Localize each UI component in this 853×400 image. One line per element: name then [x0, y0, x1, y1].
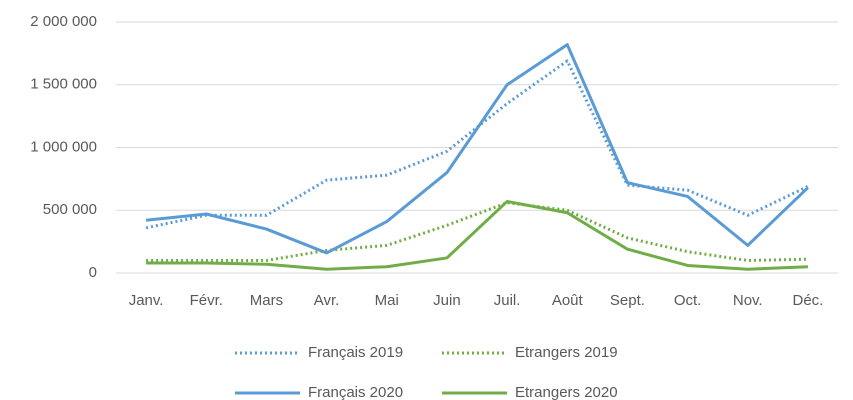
x-tick-label: Oct.: [674, 292, 702, 309]
x-tick-label: Juil.: [494, 292, 521, 309]
y-tick-label: 1 500 000: [30, 76, 97, 93]
x-tick-label: Déc.: [792, 292, 823, 309]
x-tick-label: Avr.: [314, 292, 340, 309]
series-line: [145, 59, 809, 230]
y-tick-label: 2 000 000: [30, 13, 97, 30]
series-line: [145, 43, 809, 255]
x-tick-label: Nov.: [733, 292, 763, 309]
series-line: [146, 201, 808, 262]
x-tick-label: Janv.: [129, 292, 164, 309]
legend-label: Etrangers 2019: [515, 344, 618, 361]
y-tick-label: 1 000 000: [30, 138, 97, 155]
x-tick-label: Mars: [250, 292, 283, 309]
x-tick-label: Juin: [433, 292, 461, 309]
legend-label: Français 2019: [308, 344, 403, 361]
legend-label: Français 2020: [308, 384, 403, 400]
x-tick-label: Août: [552, 292, 584, 309]
y-tick-label: 0: [89, 264, 97, 281]
y-tick-label: 500 000: [43, 201, 97, 218]
x-tick-label: Sept.: [610, 292, 645, 309]
x-tick-label: Févr.: [190, 292, 223, 309]
series-line: [146, 199, 808, 271]
legend-label: Etrangers 2020: [515, 384, 618, 400]
x-tick-label: Mai: [375, 292, 399, 309]
